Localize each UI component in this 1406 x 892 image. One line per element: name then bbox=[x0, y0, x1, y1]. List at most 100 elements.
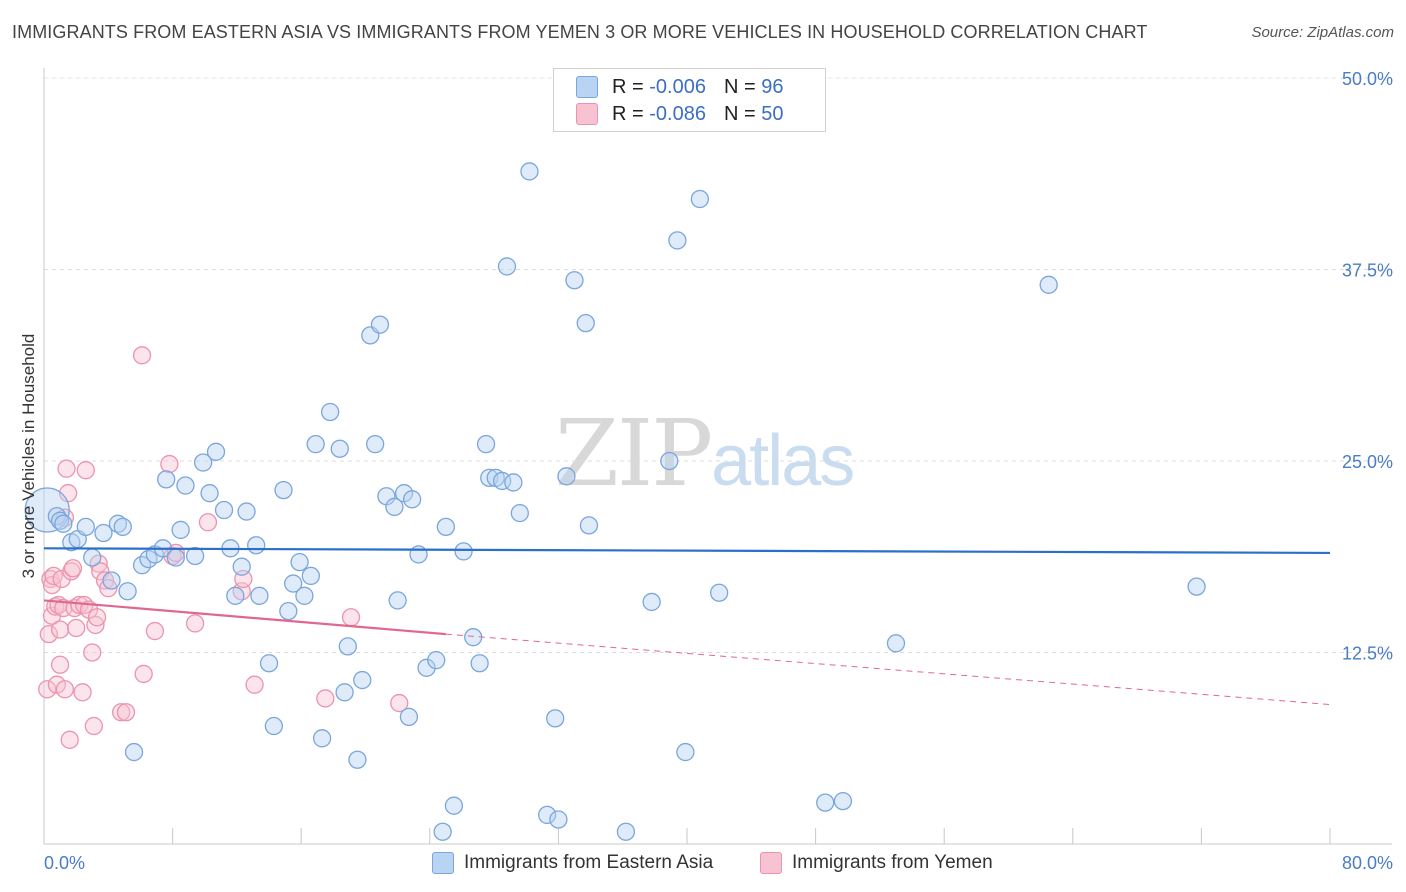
eastern-asia-point bbox=[353, 670, 372, 690]
chart-title: IMMIGRANTS FROM EASTERN ASIA VS IMMIGRAN… bbox=[12, 22, 1148, 42]
legend-swatch-blue bbox=[576, 76, 598, 98]
eastern-asia-point bbox=[200, 484, 219, 503]
series-eastern-asia-points bbox=[24, 162, 1206, 841]
eastern-asia-point bbox=[113, 517, 132, 537]
eastern-asia-point bbox=[886, 634, 906, 653]
eastern-asia-point bbox=[690, 189, 710, 209]
legend-r-label: R = bbox=[612, 102, 650, 125]
eastern-asia-point bbox=[320, 402, 340, 422]
yemen-point bbox=[39, 624, 58, 644]
eastern-asia-point bbox=[565, 271, 584, 290]
eastern-asia-point bbox=[206, 442, 226, 461]
bottom-legend-label: Immigrants from Eastern Asia bbox=[464, 852, 714, 873]
eastern-asia-point bbox=[118, 582, 137, 601]
eastern-asia-point bbox=[816, 793, 835, 812]
eastern-asia-point bbox=[549, 810, 568, 829]
eastern-asia-point bbox=[214, 500, 234, 520]
eastern-asia-point bbox=[50, 511, 70, 530]
eastern-asia-point bbox=[710, 583, 729, 602]
y-tick-label: 50.0% bbox=[1342, 69, 1393, 89]
eastern-asia-point bbox=[497, 257, 517, 276]
eastern-asia-point bbox=[557, 467, 576, 486]
yemen-point bbox=[134, 664, 153, 684]
yemen-point bbox=[55, 680, 75, 699]
eastern-asia-point bbox=[102, 571, 121, 590]
eastern-asia-point bbox=[259, 654, 279, 673]
eastern-asia-point bbox=[295, 586, 314, 605]
bottom-legend-label: Immigrants from Yemen bbox=[792, 852, 993, 873]
eastern-asia-point bbox=[660, 451, 679, 471]
legend-r-value: -0.086 bbox=[649, 102, 706, 125]
eastern-asia-point bbox=[83, 548, 102, 567]
eastern-asia-point bbox=[176, 476, 195, 495]
yemen-point bbox=[50, 655, 70, 674]
legend-n-value: 96 bbox=[761, 75, 784, 98]
trend-lines bbox=[43, 547, 1331, 706]
eastern-asia-point bbox=[301, 566, 320, 586]
yemen-point bbox=[67, 618, 86, 638]
yemen-point bbox=[50, 620, 70, 639]
eastern-asia-point bbox=[312, 729, 332, 748]
eastern-asia-point bbox=[370, 315, 390, 334]
eastern-asia-point bbox=[166, 548, 185, 567]
eastern-asia-point bbox=[226, 586, 245, 605]
eastern-asia-point bbox=[237, 502, 256, 521]
eastern-asia-point bbox=[279, 601, 298, 621]
yemen-point bbox=[84, 716, 103, 736]
eastern-asia-point bbox=[157, 470, 176, 489]
eastern-asia-point bbox=[185, 546, 205, 566]
bottom-legend-swatch-blue bbox=[432, 852, 454, 874]
yemen-point bbox=[76, 461, 95, 480]
eastern-asia-point bbox=[833, 791, 853, 811]
eastern-asia-point bbox=[1039, 275, 1058, 294]
bottom-legend-yemen: Immigrants from Yemen bbox=[760, 852, 993, 874]
x-tick-label-max: 80.0% bbox=[1342, 853, 1393, 873]
y-tick-label: 25.0% bbox=[1342, 452, 1393, 472]
eastern-asia-point bbox=[546, 709, 565, 728]
eastern-asia-point bbox=[676, 742, 695, 762]
eastern-asia-point bbox=[365, 434, 385, 454]
eastern-asia-point bbox=[470, 654, 489, 673]
eastern-asia-point bbox=[444, 796, 464, 815]
eastern-asia-point bbox=[94, 523, 113, 543]
y-tick-label: 12.5% bbox=[1342, 644, 1393, 664]
correlation-legend: R = -0.006 N = 96 R = -0.086 N = 50 bbox=[553, 68, 826, 132]
yemen-trend-extension bbox=[445, 633, 1331, 706]
source-label: Source: ZipAtlas.com bbox=[1251, 24, 1394, 41]
yemen-point bbox=[52, 569, 71, 589]
eastern-asia-point bbox=[385, 497, 404, 517]
tick-labels: 12.5% 25.0% 37.5% 50.0% 0.0% 80.0% bbox=[44, 69, 1393, 873]
yemen-point bbox=[112, 703, 131, 722]
eastern-asia-point bbox=[306, 434, 325, 454]
eastern-asia-point bbox=[290, 552, 309, 572]
yemen-point bbox=[86, 615, 105, 635]
yemen-point bbox=[245, 675, 264, 694]
yemen-point bbox=[160, 454, 179, 474]
yemen-point bbox=[316, 689, 335, 708]
yemen-point bbox=[87, 608, 107, 627]
eastern-asia-point bbox=[454, 542, 473, 561]
eastern-asia-point bbox=[520, 162, 539, 181]
eastern-asia-point bbox=[330, 439, 349, 458]
yemen-point bbox=[38, 680, 57, 699]
watermark-zip: ZIP bbox=[555, 400, 713, 507]
yemen-point bbox=[185, 614, 205, 633]
legend-r-value: -0.006 bbox=[649, 75, 706, 98]
eastern-asia-point bbox=[1187, 577, 1206, 596]
y-axis-label: 3 or more Vehicles in Household bbox=[19, 334, 38, 579]
yemen-point bbox=[145, 621, 165, 641]
yemen-point bbox=[132, 346, 152, 365]
eastern-asia-point bbox=[642, 592, 661, 612]
eastern-asia-point bbox=[193, 453, 213, 472]
legend-r-label: R = bbox=[612, 75, 650, 98]
eastern-asia-trend-line bbox=[43, 547, 1331, 555]
legend-row-yemen: R = -0.086 N = 50 bbox=[576, 102, 783, 126]
eastern-asia-point bbox=[504, 473, 523, 492]
bottom-legend-swatch-pink bbox=[760, 852, 782, 874]
eastern-asia-point bbox=[348, 750, 367, 769]
x-tick-label-min: 0.0% bbox=[44, 853, 85, 873]
eastern-asia-point bbox=[124, 742, 144, 762]
eastern-asia-point bbox=[274, 480, 293, 500]
eastern-asia-point bbox=[76, 517, 95, 537]
